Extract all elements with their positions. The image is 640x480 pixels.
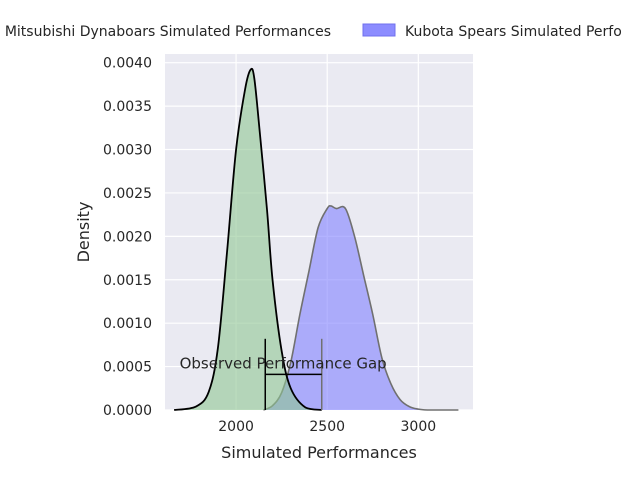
y-tick-label: 0.0015 bbox=[103, 273, 152, 289]
y-tick-label: 0.0010 bbox=[103, 316, 152, 332]
legend: Kubota Spears Simulated Perfo Mitsubishi… bbox=[5, 23, 622, 40]
x-tick-labels: 2000 2500 3000 bbox=[218, 419, 436, 435]
x-axis-label: Simulated Performances bbox=[221, 443, 417, 462]
y-axis-label: Density bbox=[74, 202, 93, 263]
legend-label-mitsubishi: Mitsubishi Dynaboars Simulated Performan… bbox=[5, 24, 331, 40]
density-areas bbox=[173, 67, 459, 411]
legend-label-kubota: Kubota Spears Simulated Perfo bbox=[405, 24, 622, 40]
y-tick-label: 0.0005 bbox=[103, 360, 152, 376]
y-tick-label: 0.0030 bbox=[103, 143, 152, 159]
y-tick-label: 0.0025 bbox=[103, 186, 152, 202]
y-tick-label: 0.0040 bbox=[103, 56, 152, 72]
density-line-0 bbox=[173, 67, 322, 411]
x-tick-label: 3000 bbox=[401, 419, 437, 435]
legend-swatch-kubota bbox=[362, 23, 396, 37]
y-tick-labels: 0.0000 0.0005 0.0010 0.0015 0.0020 0.0025 0.00… bbox=[103, 56, 152, 419]
y-tick-label: 0.0020 bbox=[103, 229, 152, 245]
gap-annotation bbox=[264, 338, 323, 410]
x-tick-label: 2500 bbox=[309, 419, 345, 435]
density-line-1 bbox=[263, 205, 459, 411]
x-tick-label: 2000 bbox=[218, 419, 254, 435]
y-tick-label: 0.0035 bbox=[103, 99, 152, 115]
annotation-text: Observed Performance Gap bbox=[180, 354, 387, 372]
y-tick-label: 0.0000 bbox=[103, 403, 152, 419]
density-fill-0 bbox=[174, 68, 322, 410]
